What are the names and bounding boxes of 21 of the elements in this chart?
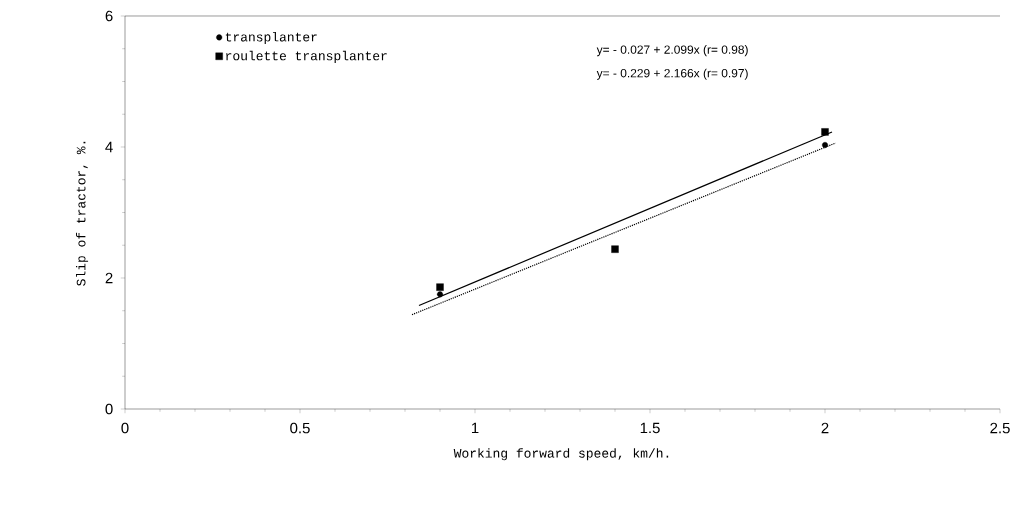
point [822, 142, 828, 149]
x-axis-title: Working forward speed, km/h. [453, 448, 669, 461]
x-tick-label: 0 [121, 422, 129, 434]
point [436, 283, 444, 291]
x-tick-label: 2 [821, 422, 829, 434]
point [821, 128, 829, 136]
x-tick-label: 0.5 [290, 422, 310, 434]
annotation: y= - 0.229 + 2.166x (r= 0.97) [596, 68, 748, 80]
point [611, 245, 619, 253]
x-tick-label: 1.5 [640, 422, 660, 434]
legend-label: roulette transplanter [226, 50, 387, 63]
y-tick-label: 2 [105, 272, 113, 284]
legend-label: transplanter [225, 31, 317, 45]
point [437, 291, 443, 298]
x-tick-label: 2.5 [990, 422, 1010, 434]
annotation: y= - 0.027 + 2.099x (r= 0.98) [596, 45, 748, 57]
y-tick-label: 0 [105, 403, 113, 415]
y-axis-title: Slip of tractor, %. [76, 141, 89, 286]
y-tick-label: 6 [105, 10, 113, 22]
x-tick-label: 1 [471, 422, 479, 434]
y-tick-label: 4 [105, 141, 113, 153]
